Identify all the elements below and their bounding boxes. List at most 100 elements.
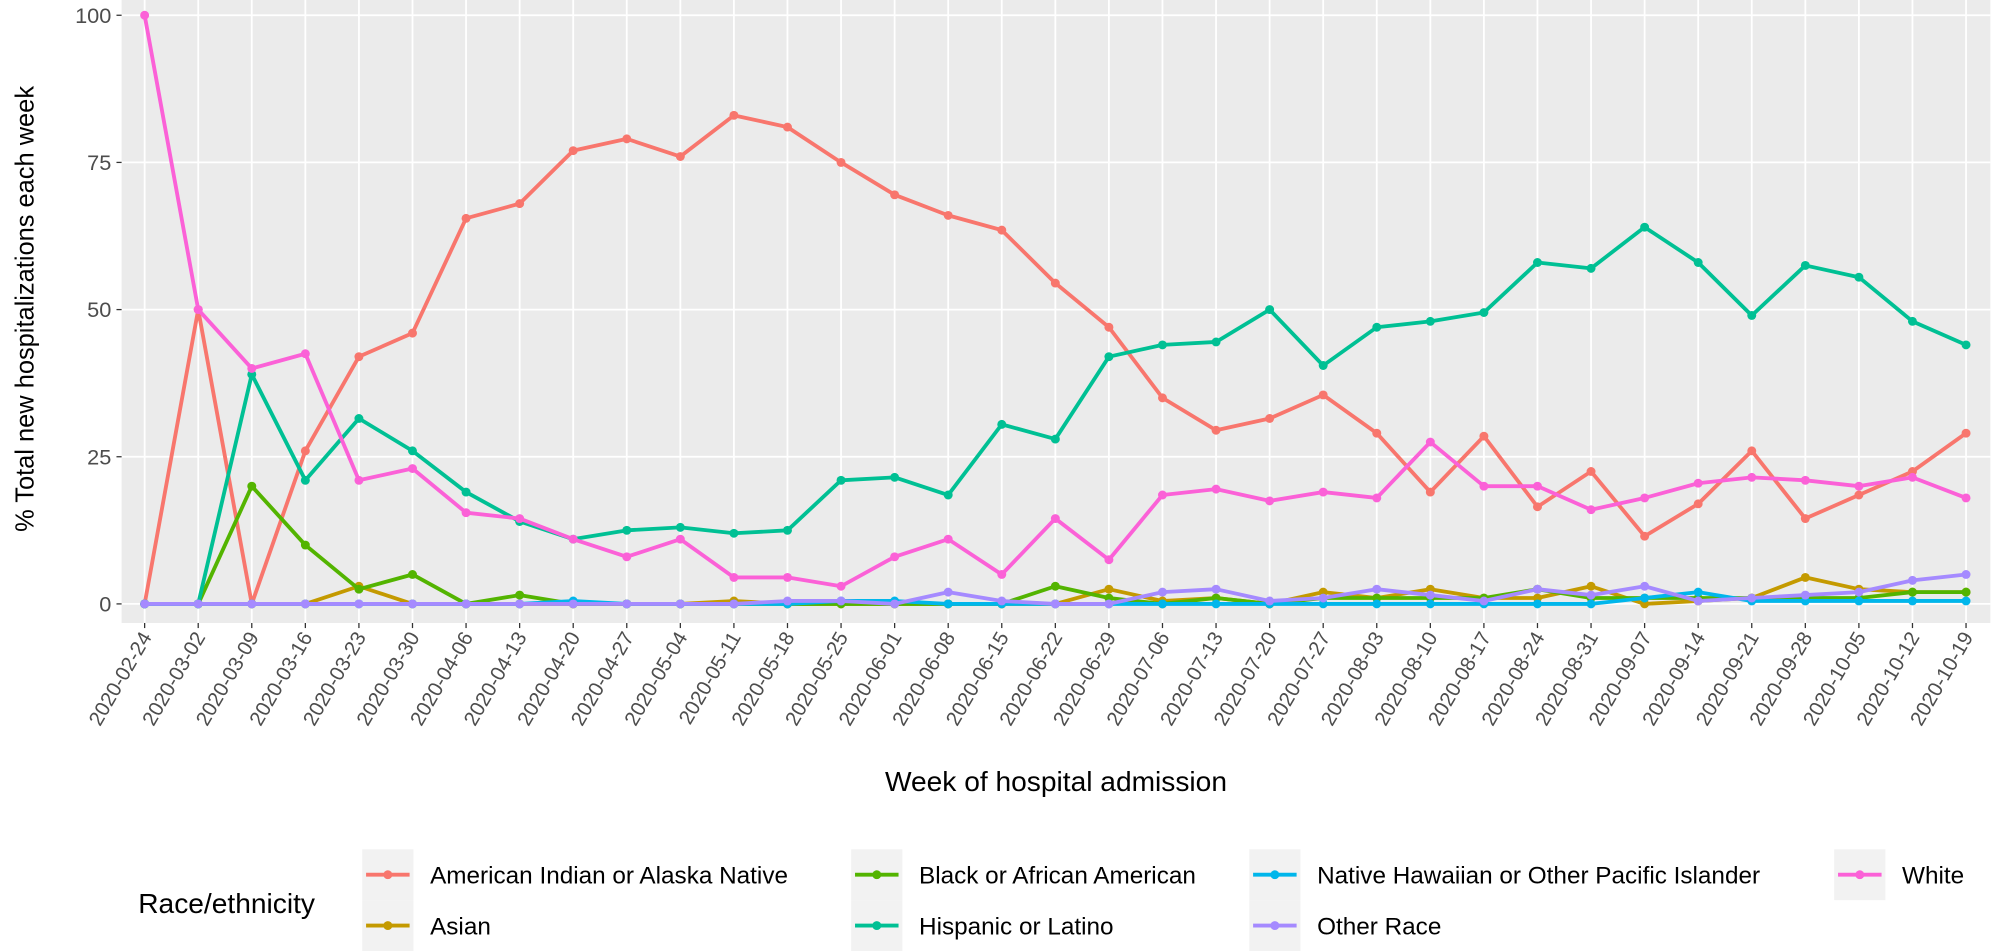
- data-point: [1050, 514, 1060, 524]
- data-point: [461, 508, 471, 518]
- data-point: [1265, 414, 1275, 423]
- data-point: [247, 481, 257, 491]
- data-point: [1532, 258, 1542, 267]
- data-point: [1693, 499, 1703, 509]
- data-point: [997, 225, 1007, 235]
- data-point: [1050, 581, 1060, 591]
- data-point: [1158, 599, 1167, 609]
- data-point: [1104, 584, 1114, 594]
- data-point: [622, 552, 632, 562]
- x-axis-title: Week of hospital admission: [885, 766, 1227, 797]
- data-point: [1640, 493, 1650, 503]
- data-point: [1961, 570, 1971, 579]
- data-point: [1854, 490, 1864, 500]
- data-point: [1586, 590, 1596, 600]
- data-point: [461, 487, 471, 497]
- data-point: [783, 122, 792, 132]
- data-point: [1854, 272, 1864, 282]
- legend-label: Other Race: [1317, 914, 1441, 941]
- data-point: [1747, 311, 1757, 320]
- data-point: [1479, 596, 1489, 606]
- data-point: [943, 587, 953, 597]
- data-point: [890, 599, 900, 609]
- data-point: [1854, 481, 1864, 491]
- data-point: [461, 213, 471, 223]
- legend-label: White: [1902, 863, 1964, 890]
- data-point: [675, 599, 685, 609]
- data-point: [1961, 596, 1971, 606]
- data-point: [461, 599, 471, 609]
- data-point: [997, 419, 1007, 429]
- data-point: [675, 534, 685, 544]
- legend-key-point: [872, 870, 882, 880]
- data-point: [193, 599, 203, 609]
- data-point: [408, 464, 417, 473]
- data-point: [515, 199, 525, 209]
- data-point: [1532, 502, 1542, 512]
- data-point: [408, 570, 417, 579]
- legend-label: American Indian or Alaska Native: [430, 863, 788, 890]
- y-tick-label: 100: [75, 3, 111, 28]
- data-point: [836, 475, 846, 485]
- y-axis-title: % Total new hospitalizations each week: [11, 86, 39, 532]
- data-point: [1425, 590, 1435, 600]
- data-point: [1425, 316, 1435, 326]
- data-point: [1800, 590, 1810, 600]
- data-point: [1747, 446, 1757, 456]
- data-point: [1425, 599, 1435, 609]
- data-point: [1854, 587, 1864, 597]
- data-point: [408, 328, 417, 338]
- data-point: [247, 599, 257, 609]
- data-point: [1158, 393, 1167, 403]
- data-point: [1318, 593, 1328, 603]
- data-point: [1586, 505, 1596, 515]
- data-point: [1479, 431, 1489, 441]
- data-point: [1640, 531, 1650, 541]
- data-point: [515, 599, 525, 609]
- data-point: [622, 599, 632, 609]
- data-point: [1907, 316, 1917, 326]
- data-point: [943, 210, 953, 220]
- data-point: [354, 414, 364, 423]
- data-point: [1211, 484, 1221, 494]
- y-tick-label: 0: [99, 592, 111, 617]
- data-point: [1104, 599, 1114, 609]
- data-point: [1532, 584, 1542, 594]
- data-point: [408, 446, 417, 456]
- data-point: [1104, 352, 1114, 362]
- data-point: [729, 110, 739, 120]
- data-point: [1693, 587, 1703, 597]
- data-point: [1050, 434, 1060, 444]
- data-point: [568, 599, 578, 609]
- data-point: [1907, 596, 1917, 606]
- data-point: [1479, 481, 1489, 491]
- data-point: [1372, 322, 1382, 332]
- data-point: [1747, 472, 1757, 482]
- data-point: [729, 572, 739, 582]
- data-point: [997, 570, 1007, 579]
- data-point: [836, 581, 846, 591]
- data-point: [1586, 599, 1596, 609]
- data-point: [1318, 361, 1328, 370]
- legend-key-point: [383, 870, 393, 880]
- data-point: [1318, 390, 1328, 400]
- data-point: [622, 525, 632, 535]
- legend-key-point: [872, 921, 882, 931]
- data-point: [1907, 472, 1917, 482]
- data-point: [1050, 599, 1060, 609]
- data-point: [729, 599, 739, 609]
- data-point: [1640, 593, 1650, 603]
- data-point: [943, 490, 953, 500]
- data-point: [1211, 599, 1221, 609]
- legend-label: Black or African American: [919, 863, 1196, 890]
- data-point: [300, 349, 310, 359]
- data-point: [836, 157, 846, 167]
- data-point: [1158, 340, 1167, 350]
- data-point: [783, 596, 792, 606]
- data-point: [1640, 222, 1650, 232]
- y-tick-label: 75: [87, 150, 111, 175]
- data-point: [300, 446, 310, 456]
- data-point: [1158, 490, 1167, 500]
- data-point: [1372, 493, 1382, 503]
